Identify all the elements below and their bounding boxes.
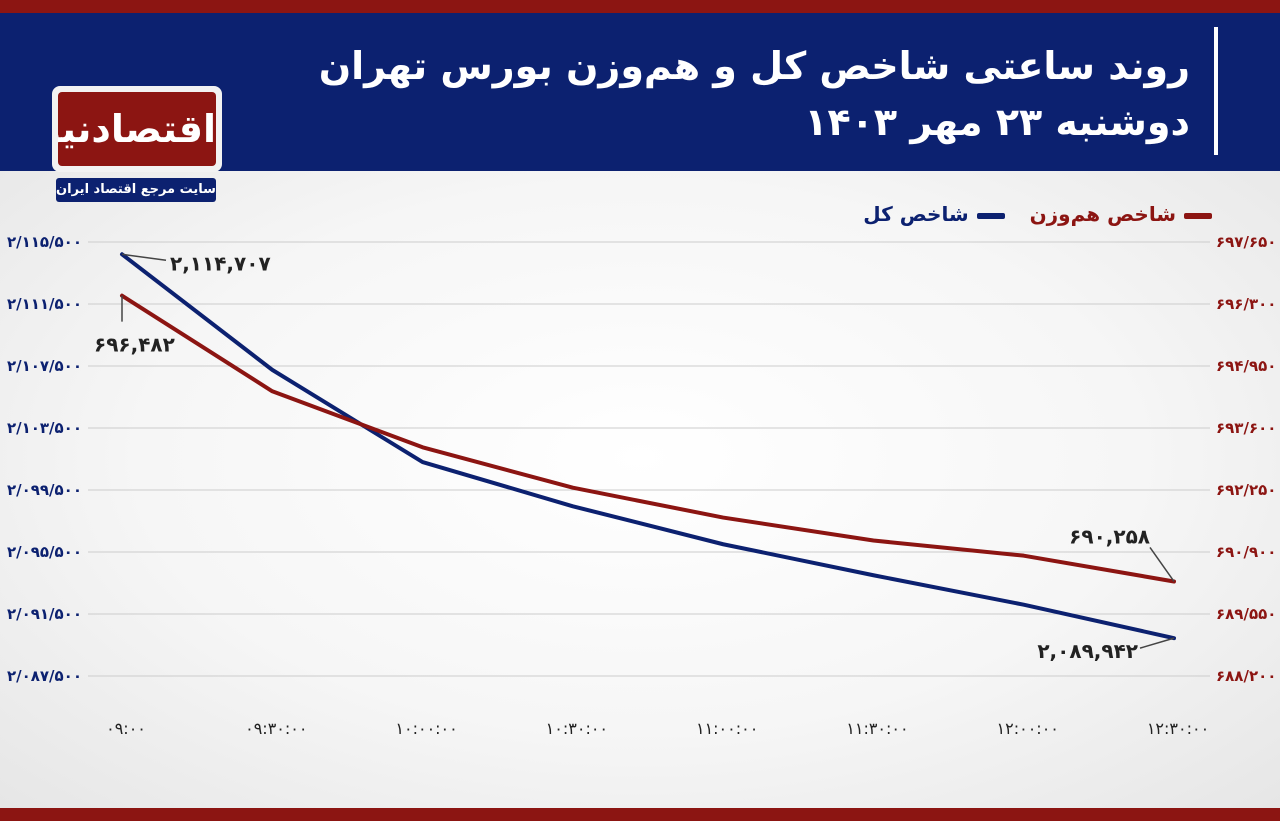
y-left-tick-label: ۲/۰۹۵/۵۰۰ xyxy=(7,543,82,561)
x-tick-label: ۰۹:۰۰ xyxy=(106,719,146,738)
header-divider xyxy=(1214,27,1218,155)
x-tick-label: ۱۱:۳۰:۰۰ xyxy=(846,719,908,738)
callout-leader xyxy=(1149,547,1175,582)
y-right-tick-label: ۶۸۹/۵۵۰ xyxy=(1216,605,1276,623)
x-tick-label: ۱۰:۰۰:۰۰ xyxy=(395,719,457,738)
data-label: ۶۹۰,۲۵۸ xyxy=(1069,524,1150,548)
y-right-tick-label: ۶۸۸/۲۰۰ xyxy=(1216,667,1276,685)
legend: شاخص هم‌وزن شاخص کل xyxy=(845,202,1212,226)
x-tick-label: ۱۲:۳۰:۰۰ xyxy=(1147,719,1209,738)
y-left-tick-label: ۲/۰۹۹/۵۰۰ xyxy=(7,481,82,499)
y-left-tick-label: ۲/۱۱۱/۵۰۰ xyxy=(7,295,82,313)
callout-leader xyxy=(121,253,167,262)
bottom-stripe xyxy=(0,808,1280,821)
x-tick-label: ۱۰:۳۰:۰۰ xyxy=(546,719,608,738)
y-right-tick-label: ۶۹۴/۹۵۰ xyxy=(1216,357,1276,375)
x-tick-label: ۰۹:۳۰:۰۰ xyxy=(245,719,307,738)
logo-tagline: سایت مرجع اقتصاد ایران xyxy=(56,178,216,202)
logo-wordmark: اقتصادنیوز xyxy=(58,92,216,166)
y-left-tick-label: ۲/۱۰۷/۵۰۰ xyxy=(7,357,82,375)
x-tick-label: ۱۱:۰۰:۰۰ xyxy=(696,719,758,738)
page-subtitle: دوشنبه ۲۳ مهر ۱۴۰۳ xyxy=(804,100,1190,144)
y-right-tick-label: ۶۹۲/۲۵۰ xyxy=(1216,481,1276,499)
x-tick-label: ۱۲:۰۰:۰۰ xyxy=(997,719,1059,738)
data-label: ۶۹۶,۴۸۲ xyxy=(94,333,175,357)
y-right-tick-label: ۶۹۰/۹۰۰ xyxy=(1216,543,1276,561)
series-line-equal-weight xyxy=(120,293,1176,584)
y-left-tick-label: ۲/۰۸۷/۵۰۰ xyxy=(7,667,82,685)
y-right-tick-label: ۶۹۶/۳۰۰ xyxy=(1216,295,1276,313)
y-left-tick-label: ۲/۱۱۵/۵۰۰ xyxy=(7,233,82,251)
top-stripe xyxy=(0,0,1280,13)
page-title: روند ساعتی شاخص کل و هم‌وزن بورس تهران xyxy=(318,44,1190,88)
legend-swatch-navy xyxy=(976,212,1005,219)
series-line-total-index xyxy=(120,252,1176,641)
y-right-tick-label: ۶۹۷/۶۵۰ xyxy=(1216,233,1276,251)
legend-item-total-index: شاخص کل xyxy=(863,202,1005,226)
legend-swatch-red xyxy=(1184,212,1212,219)
legend-label: شاخص کل xyxy=(863,202,969,226)
callout-leader xyxy=(1139,637,1175,649)
data-label: ۲,۰۸۹,۹۴۲ xyxy=(1037,639,1138,663)
logo: اقتصادنیوز xyxy=(52,86,222,172)
y-right-tick-label: ۶۹۳/۶۰۰ xyxy=(1216,419,1276,437)
data-label: ۲,۱۱۴,۷۰۷ xyxy=(170,251,271,275)
y-left-tick-label: ۲/۱۰۳/۵۰۰ xyxy=(7,419,82,437)
legend-label: شاخص هم‌وزن xyxy=(1029,202,1176,226)
legend-item-equal-weight: شاخص هم‌وزن xyxy=(1030,202,1212,226)
y-left-tick-label: ۲/۰۹۱/۵۰۰ xyxy=(7,605,82,623)
